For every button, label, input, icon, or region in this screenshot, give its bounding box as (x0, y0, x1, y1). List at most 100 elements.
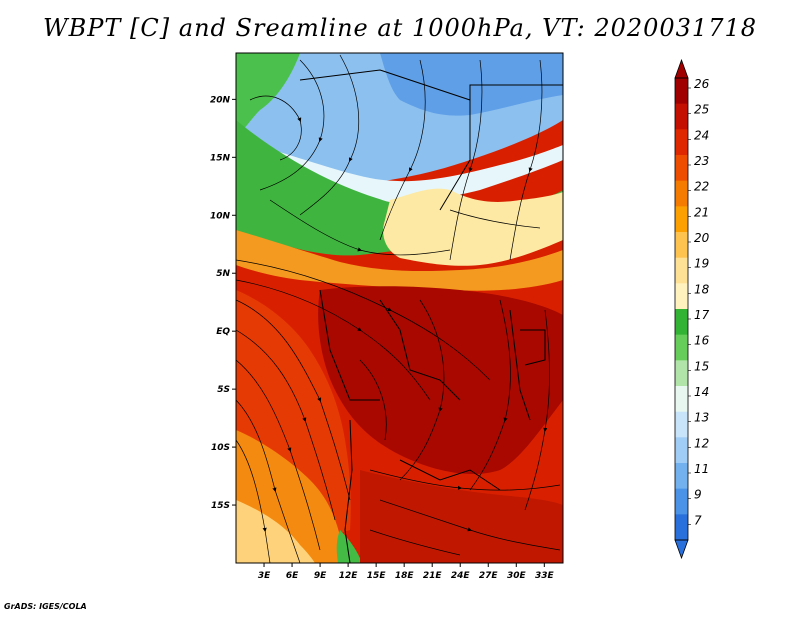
colorbar-segment (675, 334, 688, 361)
colorbar-label: 23 (694, 154, 709, 168)
colorbar-segment (675, 386, 688, 413)
boundary-line (520, 329, 546, 366)
lat-tick-label: 10S (211, 443, 230, 453)
streamline (379, 499, 561, 551)
colorbar-label: 24 (694, 128, 709, 142)
longitude-axis: 3E 6E 9E 12E 15E 18E 21E 24E 27E 30E 33E (258, 563, 555, 581)
colorbar-segment (675, 257, 688, 284)
streamline (449, 209, 541, 229)
colorbar-segment (675, 155, 688, 182)
colorbar-segment (675, 206, 688, 233)
colorbar-label: 20 (694, 231, 710, 245)
boundary-line (344, 419, 353, 563)
colorbar-label: 22 (694, 180, 709, 194)
streamline (299, 54, 360, 216)
lat-tick-label: 15S (211, 501, 230, 511)
streamline (359, 359, 387, 441)
boundaries (299, 69, 563, 563)
colorbar-label: 16 (694, 334, 710, 348)
colorbar-label: 7 (694, 513, 702, 527)
lon-tick-label: 18E (395, 571, 415, 581)
colorbar-segment (675, 514, 688, 541)
colorbar-segment (675, 180, 688, 207)
streamline (236, 259, 491, 381)
lat-tick-label: 20N (210, 95, 231, 105)
streamlines (236, 54, 561, 563)
lon-tick-label: 15E (367, 571, 387, 581)
streamline (236, 439, 271, 563)
colorbar-segment (675, 360, 688, 387)
streamline (449, 59, 483, 261)
lat-tick-label: 15N (210, 153, 231, 163)
streamline (249, 95, 302, 161)
streamline (369, 529, 461, 556)
boundary-line (439, 100, 471, 211)
streamline (524, 309, 550, 511)
lon-tick-label: 24E (451, 571, 471, 581)
lon-tick-label: 21E (423, 571, 443, 581)
boundary-line (399, 459, 501, 491)
boundary-line (379, 299, 461, 401)
field-deep-blue (380, 53, 563, 116)
lat-tick-label: 10N (210, 211, 231, 221)
boundary-line (509, 309, 531, 421)
lon-tick-label: 12E (339, 571, 359, 581)
colorbar: 26 25 24 23 22 21 20 19 18 17 16 15 14 13 12 11 9 7 (674, 58, 710, 560)
colorbar-segment (675, 488, 688, 515)
streamline (236, 299, 351, 501)
colorbar-segment (675, 411, 688, 438)
colorbar-frame (674, 77, 689, 541)
colorbar-segment (675, 78, 688, 105)
map-frame (235, 52, 564, 564)
streamline (399, 299, 445, 481)
lat-tick-label: 5S (217, 385, 230, 395)
colorbar-label: 13 (694, 411, 709, 425)
field-orange-band (236, 230, 563, 291)
colorbar-segment (675, 437, 688, 464)
streamline (509, 59, 543, 261)
colorbar-top-arrow (674, 58, 689, 79)
colorbar-label: 11 (694, 462, 709, 476)
colorbar-segment (675, 129, 688, 156)
lon-tick-label: 3E (258, 571, 271, 581)
boundary-line (319, 289, 380, 401)
lon-tick-label: 27E (479, 571, 499, 581)
lat-tick-label: EQ (216, 327, 230, 337)
colorbar-segment (675, 283, 688, 310)
colorbar-label: 12 (694, 436, 709, 450)
field-south-red (360, 470, 563, 563)
latitude-axis: 20N 15N 10N 5N EQ 5S 10S 15S (210, 95, 236, 511)
lon-tick-label: 30E (507, 571, 527, 581)
colorbar-label: 26 (694, 77, 710, 91)
colorbar-label: 21 (694, 205, 709, 219)
streamline (469, 299, 511, 491)
colorbar-segment (675, 232, 688, 259)
colorbar-label: 17 (694, 308, 710, 322)
map-plot-area (236, 53, 563, 563)
streamline (259, 59, 325, 191)
streamline (236, 279, 431, 401)
colorbar-label: 19 (694, 257, 709, 271)
colorbar-segment (675, 309, 688, 336)
lon-tick-label: 33E (535, 571, 555, 581)
field-sw-green (336, 530, 362, 563)
streamline (369, 469, 561, 491)
colorbar-segment (675, 463, 688, 490)
colorbar-bottom-arrow (674, 539, 689, 560)
field-yellow-band (383, 188, 563, 266)
colorbar-label: 25 (694, 103, 709, 117)
streamline (236, 329, 336, 521)
streamline (236, 359, 321, 551)
colorbar-segment (675, 103, 688, 130)
colorbar-label: 9 (694, 488, 702, 502)
lon-tick-label: 6E (286, 571, 299, 581)
lat-tick-label: 5N (216, 269, 230, 279)
field-green-zone (236, 53, 300, 135)
credit-text: GrADS: IGES/COLA (4, 602, 87, 611)
map-title: WBPT [C] and Sreamline at 1000hPa, VT: 2… (42, 14, 758, 42)
streamline (236, 399, 301, 563)
streamline (379, 59, 426, 241)
lon-tick-label: 9E (314, 571, 327, 581)
streamline (269, 199, 451, 256)
